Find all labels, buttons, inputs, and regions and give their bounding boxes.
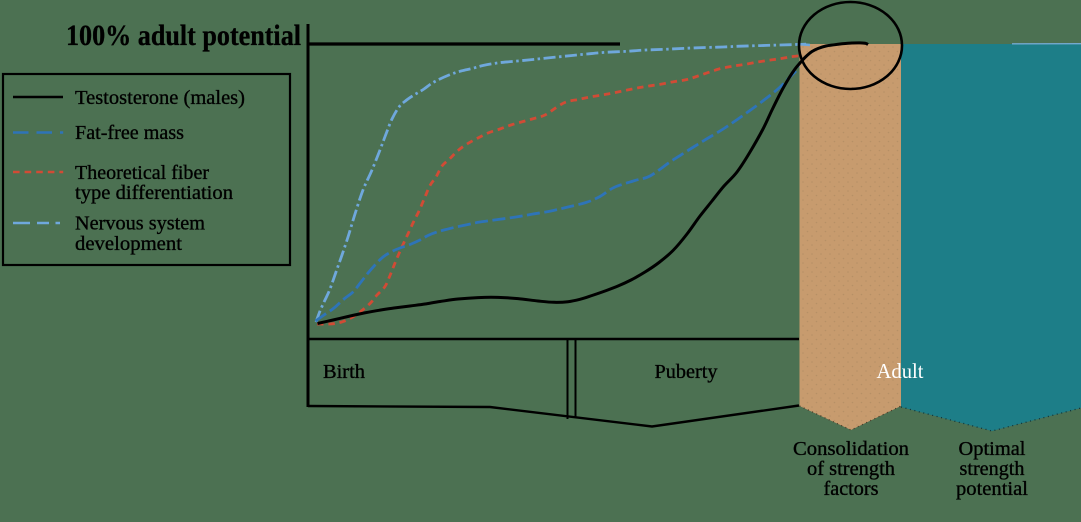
svg-text:Consolidation: Consolidation	[793, 439, 909, 460]
svg-text:100% adult potential: 100% adult potential	[66, 19, 301, 52]
svg-text:development: development	[75, 233, 182, 255]
svg-text:Theoretical fiber: Theoretical fiber	[75, 162, 209, 184]
svg-text:of strength: of strength	[807, 459, 895, 480]
svg-text:Testosterone (males): Testosterone (males)	[75, 87, 245, 109]
svg-text:Adult: Adult	[877, 359, 924, 383]
svg-text:Birth: Birth	[323, 361, 365, 383]
svg-text:Optimal: Optimal	[959, 439, 1027, 460]
svg-text:strength: strength	[960, 459, 1025, 480]
svg-text:factors: factors	[824, 479, 879, 500]
svg-text:Nervous system: Nervous system	[75, 213, 205, 235]
svg-text:Fat-free mass: Fat-free mass	[75, 122, 184, 144]
svg-text:type differentiation: type differentiation	[75, 182, 233, 204]
svg-text:Puberty: Puberty	[655, 361, 718, 383]
svg-text:potential: potential	[956, 479, 1029, 500]
